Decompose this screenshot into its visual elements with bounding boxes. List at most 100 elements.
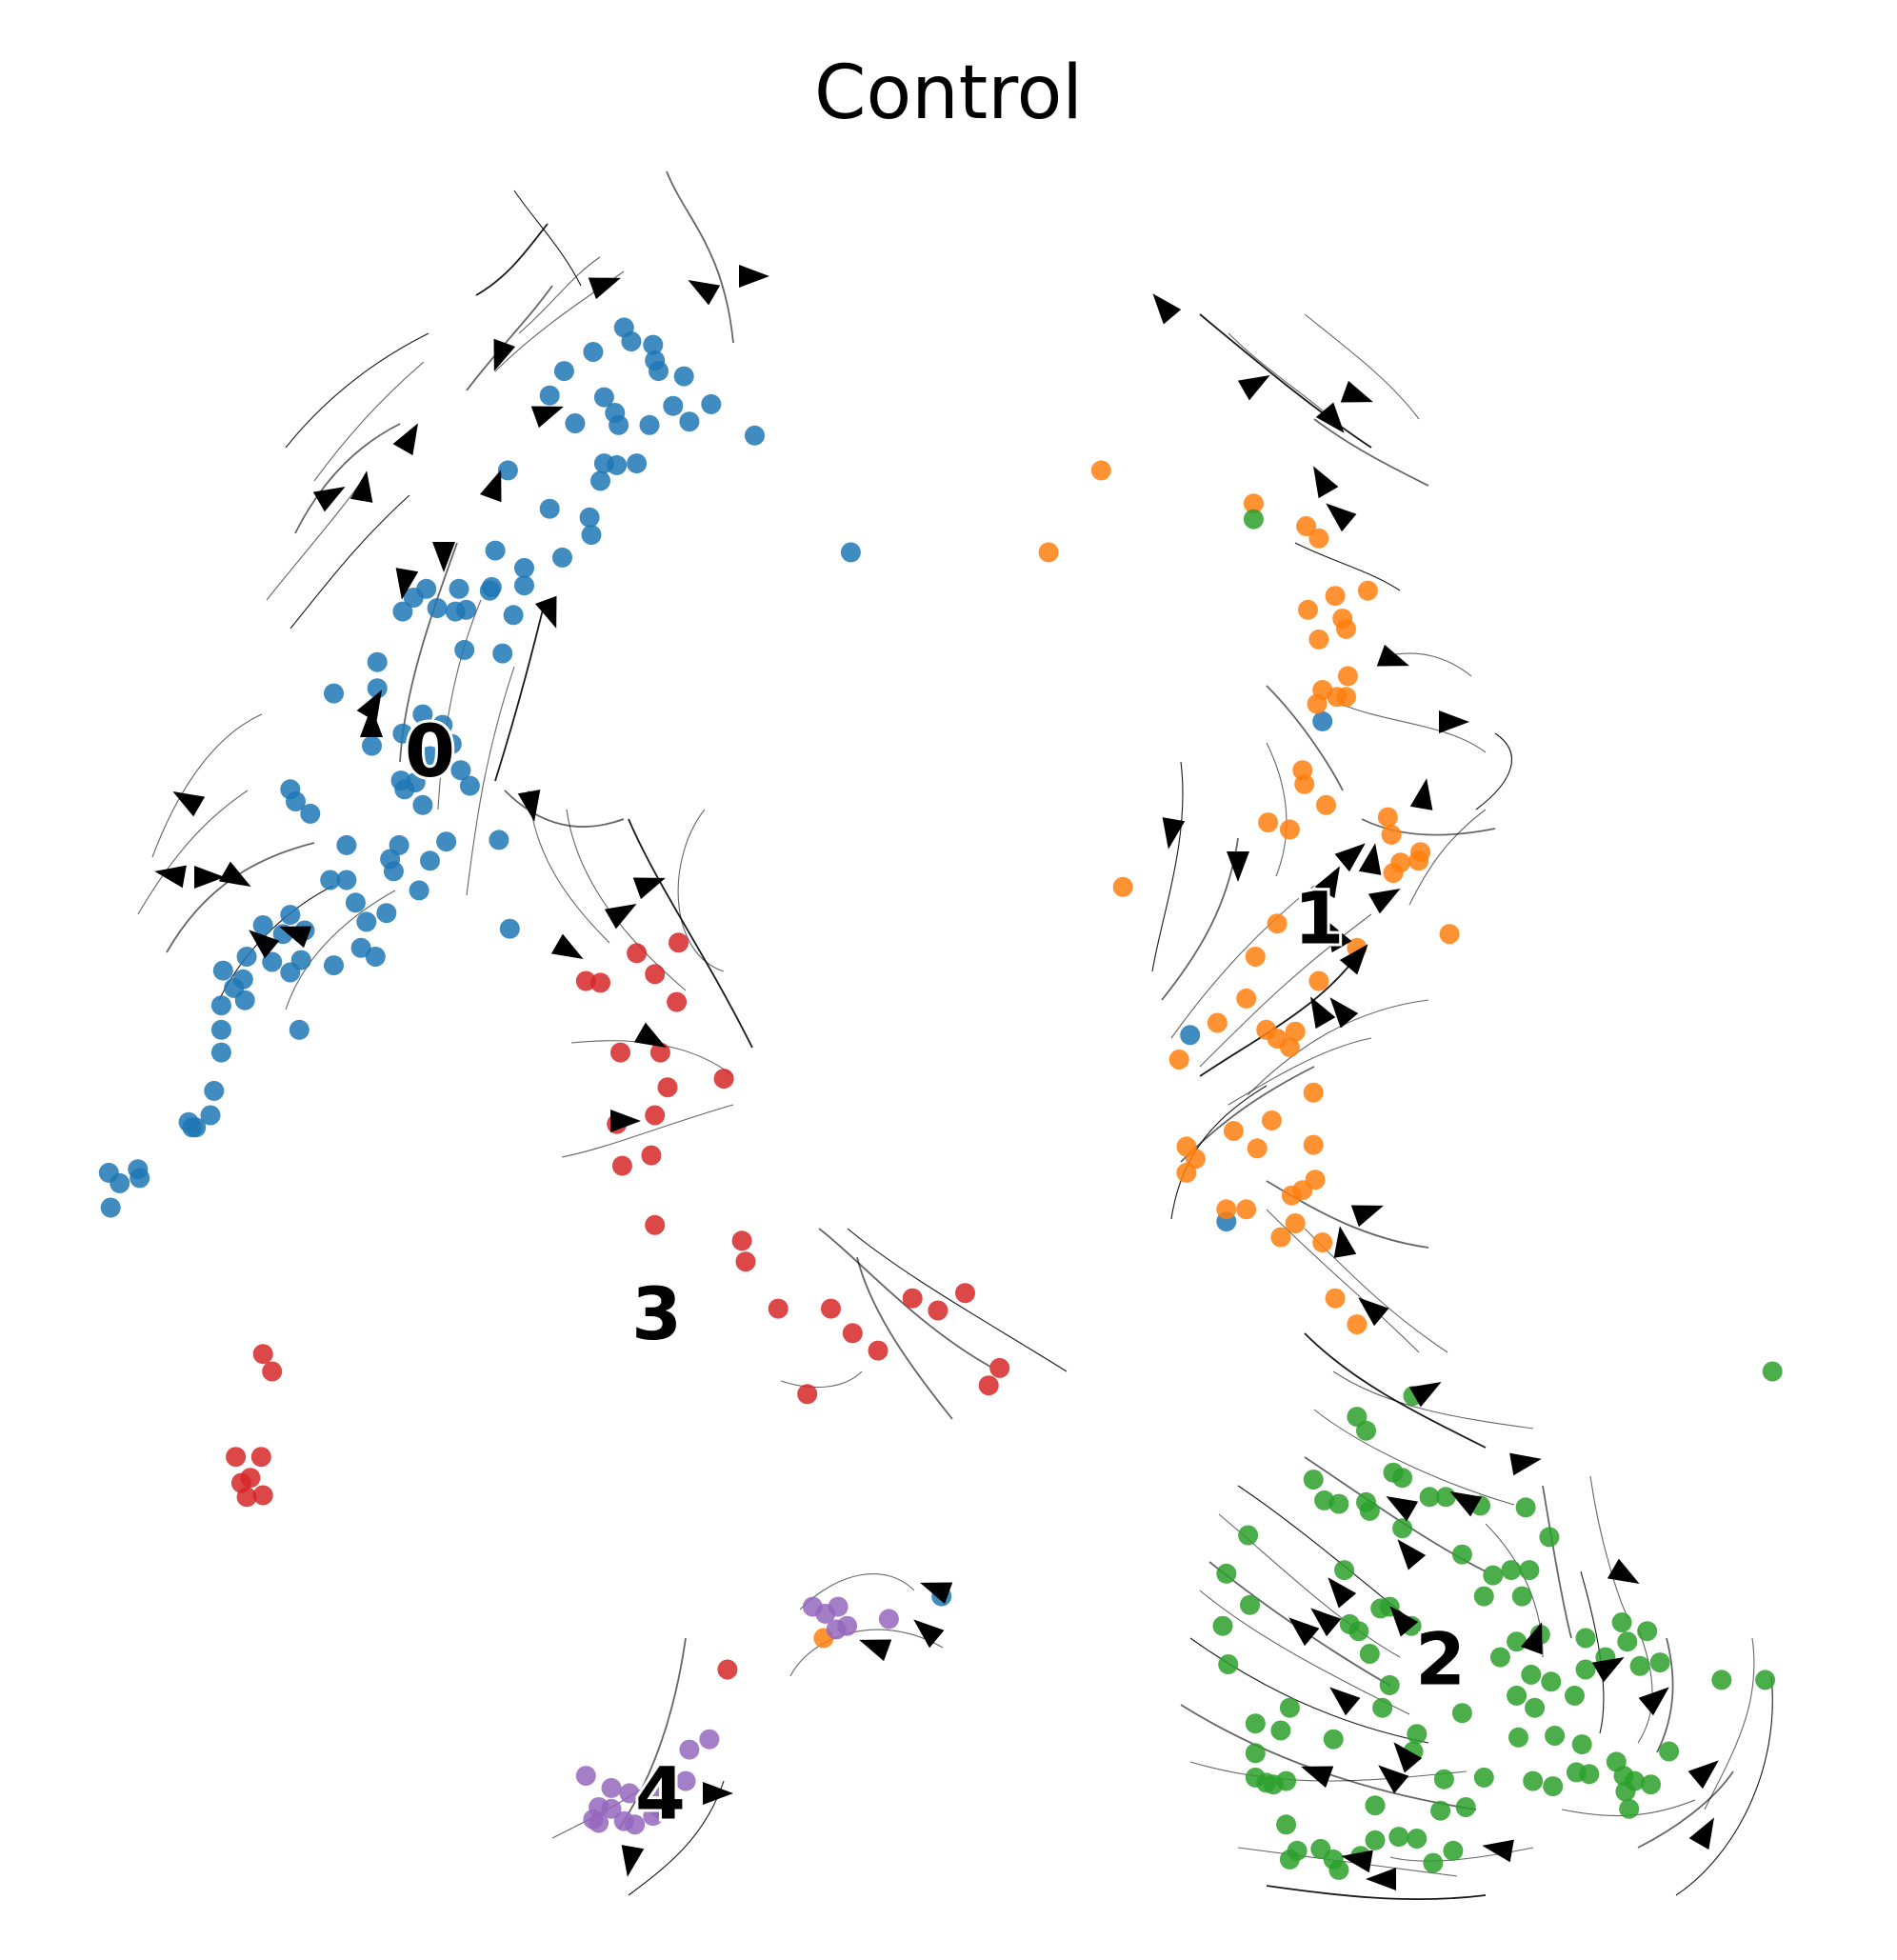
cluster-0-point xyxy=(345,892,366,913)
cluster-1-point xyxy=(1408,850,1429,871)
velocity-arrowhead xyxy=(312,487,346,512)
velocity-arrowhead xyxy=(1358,843,1382,875)
cluster-1-point xyxy=(1294,773,1315,794)
cluster-0-point xyxy=(392,723,413,744)
cluster-1-point xyxy=(1307,693,1328,714)
cluster-0-point xyxy=(100,1197,121,1218)
velocity-arrowhead xyxy=(1386,1496,1419,1522)
cluster-1-point xyxy=(1377,807,1398,828)
cluster-2-point xyxy=(1407,1724,1428,1745)
streamline xyxy=(1266,685,1344,791)
cluster-label-4: 4 xyxy=(635,1750,686,1835)
velocity-arrowhead xyxy=(913,1619,945,1649)
cluster-0-point xyxy=(350,937,371,958)
cluster-3-point xyxy=(649,1042,670,1063)
cluster-0-point xyxy=(499,918,520,939)
cluster-1-point xyxy=(1383,863,1404,884)
velocity-arrowhead xyxy=(920,1582,953,1605)
velocity-arrowhead xyxy=(1366,1868,1396,1890)
cluster-1-point xyxy=(1207,1012,1228,1033)
streamline xyxy=(666,170,734,344)
cluster-label-0: 0 xyxy=(405,709,455,793)
cluster-0-point xyxy=(441,733,462,754)
velocity-arrowhead xyxy=(1397,1539,1427,1570)
chart-title: Control xyxy=(814,50,1083,136)
velocity-arrowhead xyxy=(1310,1608,1342,1637)
cluster-0-point xyxy=(383,861,404,882)
velocity-arrowhead xyxy=(1162,817,1186,850)
cluster-2-point xyxy=(1379,1674,1400,1695)
streamline xyxy=(1199,913,1372,1068)
cluster-3-point xyxy=(989,1357,1010,1378)
cluster-0-point xyxy=(514,557,534,578)
cluster-4-point xyxy=(699,1729,720,1750)
velocity-arrowhead xyxy=(588,277,621,300)
cluster-1-point xyxy=(1381,824,1402,845)
cluster-2-point xyxy=(1762,1361,1783,1382)
cluster-2-point xyxy=(1328,1493,1349,1514)
cluster-2-point xyxy=(1218,1654,1239,1674)
cluster-0-point xyxy=(427,598,448,618)
cluster-1-point xyxy=(1308,528,1329,549)
velocity-arrowhead xyxy=(1313,466,1339,499)
streamline xyxy=(618,1637,687,1830)
cluster-1-point xyxy=(1439,924,1460,945)
cluster-0-point xyxy=(553,361,574,382)
streamline xyxy=(518,256,601,334)
velocity-arrowhead xyxy=(479,470,502,503)
streamline xyxy=(628,818,753,1049)
velocity-arrowhead xyxy=(1341,1850,1373,1873)
velocity-arrowhead xyxy=(1329,1687,1361,1716)
velocity-arrowhead xyxy=(1591,1657,1625,1683)
cluster-2-point xyxy=(1508,1727,1528,1748)
cluster-2-point xyxy=(1328,1859,1349,1880)
velocity-arrowhead xyxy=(360,707,383,737)
velocity-arrowhead xyxy=(1334,843,1366,872)
cluster-2-point xyxy=(1455,1797,1476,1817)
cluster-0-point xyxy=(420,746,440,767)
cluster-0-point xyxy=(412,704,433,725)
cluster-1-point xyxy=(1216,1199,1237,1220)
velocity-arrowhead xyxy=(356,690,382,723)
velocity-arrowhead xyxy=(1687,1760,1719,1790)
cluster-2-point xyxy=(1659,1741,1680,1762)
velocity-arrowhead xyxy=(249,930,280,959)
cluster-0-point xyxy=(663,395,684,416)
cluster-0-point xyxy=(503,605,524,626)
cluster-2-point xyxy=(1541,1671,1562,1692)
cluster-2-point xyxy=(1539,1527,1560,1548)
cluster-1-point xyxy=(1281,1185,1302,1206)
cluster-0-point xyxy=(579,507,600,528)
cluster-2-point xyxy=(1276,1814,1297,1835)
cluster-2-point xyxy=(1334,1560,1355,1581)
cluster-2-point xyxy=(1649,1652,1670,1673)
cluster-0-point xyxy=(593,387,614,408)
cluster-0-point xyxy=(679,411,700,432)
cluster-3-point xyxy=(611,1155,632,1176)
streamline xyxy=(1656,1637,1674,1753)
velocity-arrowhead xyxy=(1378,1765,1409,1794)
cluster-4-point xyxy=(625,1814,646,1835)
cluster-2-point xyxy=(1575,1628,1596,1649)
velocity-arrowhead xyxy=(517,790,541,822)
cluster-3-point xyxy=(735,1251,756,1272)
velocity-arrowhead xyxy=(349,470,373,503)
cluster-3-point xyxy=(868,1340,889,1361)
cluster-2-point xyxy=(1641,1774,1661,1795)
cluster-2-point xyxy=(1430,1800,1451,1821)
cluster-0-point xyxy=(609,414,629,435)
cluster-2-point xyxy=(1245,1713,1266,1734)
cluster-0-point xyxy=(324,955,344,976)
cluster-2-point xyxy=(1435,1487,1456,1508)
velocity-arrowhead xyxy=(633,1022,667,1048)
velocity-arrowhead xyxy=(1310,996,1336,1030)
cluster-3-point xyxy=(641,1145,662,1166)
cluster-0-point xyxy=(280,962,301,983)
cluster-2-point xyxy=(1483,1565,1504,1586)
velocity-arrowhead xyxy=(392,423,418,456)
cluster-0-point xyxy=(701,393,722,414)
cluster-0-point xyxy=(489,830,509,850)
streamline xyxy=(1189,1761,1468,1782)
cluster-1-point xyxy=(1308,970,1329,991)
